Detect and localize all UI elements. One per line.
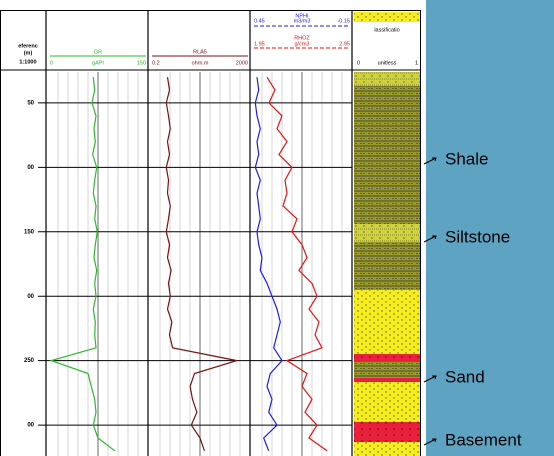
lithology-label: Basement: [445, 430, 522, 449]
lithology-min: 0: [357, 60, 360, 66]
depth-label: 00: [27, 294, 34, 300]
well-log: eferenc (m) 1:1000 lassificatio 0 unitle…: [0, 0, 554, 456]
scale-unit: m3/m3: [294, 18, 311, 24]
scale-min: 0.45: [254, 18, 265, 24]
depth-label: 50: [27, 101, 34, 107]
curve-name: RLA5: [193, 49, 207, 55]
lithology-unit: unitless: [378, 60, 397, 66]
scale-max: 150: [137, 60, 146, 66]
log-curve: [255, 77, 282, 451]
scale-min: 0.2: [152, 60, 160, 66]
depth-unit: (m): [24, 50, 33, 56]
log-curve: [267, 77, 327, 451]
scale-unit: gAPI: [92, 60, 104, 66]
scale-max: -0.15: [337, 18, 350, 24]
log-curve: [51, 77, 114, 451]
curve-name: GR: [94, 49, 102, 55]
scale-min: 0: [50, 60, 53, 66]
log-curve: [166, 77, 237, 451]
depth-scale: 1:1000: [19, 59, 36, 65]
scale-max: 2000: [236, 60, 248, 66]
lithology-column: [354, 72, 420, 456]
scale-max: 2.95: [339, 41, 350, 47]
lithology-label: Siltstone: [445, 227, 510, 246]
lithology-label: Sand: [445, 367, 485, 386]
depth-title: eferenc: [18, 43, 38, 49]
depth-label: 00: [27, 165, 34, 171]
depth-label: 150: [24, 229, 35, 235]
lithology-legend: [354, 12, 420, 22]
lithology-label: Shale: [445, 149, 488, 168]
lithology-title: lassificatio: [374, 27, 399, 33]
depth-label: 250: [24, 358, 35, 364]
scale-unit: ohm.m: [192, 60, 209, 66]
lithology-max: 1: [415, 60, 418, 66]
scale-unit: g/cm3: [295, 41, 310, 47]
depth-label: 00: [27, 423, 34, 429]
scale-min: 1.95: [254, 41, 265, 47]
